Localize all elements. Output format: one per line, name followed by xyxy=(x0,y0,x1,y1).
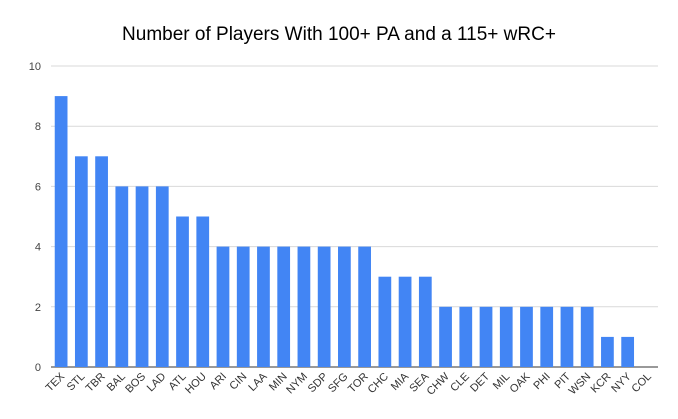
x-tick-label: BAL xyxy=(105,371,128,394)
x-tick-label: CLE xyxy=(448,371,472,395)
x-tick-label: TBR xyxy=(84,371,108,395)
bar-min xyxy=(277,246,291,367)
bar-tor xyxy=(358,246,371,367)
bar-tex xyxy=(54,96,68,367)
bar-laa xyxy=(257,246,270,367)
bar-nyy xyxy=(621,336,635,367)
x-tick-label: DET xyxy=(468,370,492,394)
y-tick-label: 0 xyxy=(35,362,41,374)
x-tick-label: NYM xyxy=(284,371,310,397)
bar-mil xyxy=(499,306,513,367)
bar-cle xyxy=(459,306,473,367)
x-tick-label: LAA xyxy=(246,370,270,394)
x-tick-label: CIN xyxy=(227,371,249,393)
y-tick-label: 10 xyxy=(29,61,41,73)
bar-bos xyxy=(135,186,149,367)
x-tick-label: TOR xyxy=(346,371,371,396)
x-tick-label: SDP xyxy=(306,371,330,395)
bar-bal xyxy=(115,186,129,367)
bars xyxy=(54,96,635,367)
x-tick-label: SFG xyxy=(326,371,350,395)
x-axis-ticks: TEXSTLTBRBALBOSLADATLHOUARICINLAAMINNYMS… xyxy=(44,370,654,398)
bar-wsn xyxy=(580,306,594,367)
y-tick-label: 6 xyxy=(35,181,41,193)
bar-sfg xyxy=(338,246,351,367)
bar-sea xyxy=(418,276,432,367)
bar-phi xyxy=(540,306,554,367)
x-tick-label: STL xyxy=(65,371,88,394)
x-tick-label: NYY xyxy=(609,370,634,395)
bar-chc xyxy=(378,276,392,367)
y-tick-label: 4 xyxy=(35,242,41,254)
bar-stl xyxy=(74,156,88,367)
x-tick-label: BOS xyxy=(123,371,148,396)
gridlines xyxy=(51,65,658,368)
bar-kcr xyxy=(601,336,614,367)
x-tick-label: WSN xyxy=(567,371,594,398)
x-tick-label: OAK xyxy=(508,370,533,395)
bar-cin xyxy=(236,246,250,367)
y-tick-label: 2 xyxy=(35,302,41,314)
bar-oak xyxy=(520,306,533,367)
x-tick-label: HOU xyxy=(183,371,209,397)
x-tick-label: LAD xyxy=(145,371,169,395)
bar-ari xyxy=(216,246,230,367)
bar-sdp xyxy=(317,246,331,367)
x-tick-label: PHI xyxy=(531,371,552,392)
x-tick-label: KCR xyxy=(589,371,614,396)
bar-lad xyxy=(155,186,169,367)
bar-pit xyxy=(560,306,574,367)
y-axis-ticks: 0 2 4 6 8 10 xyxy=(29,61,41,374)
y-tick-label: 8 xyxy=(35,121,41,133)
x-tick-label: CHC xyxy=(366,371,391,396)
x-tick-label: TEX xyxy=(44,370,68,394)
x-tick-label: ARI xyxy=(208,371,229,392)
bar-tbr xyxy=(95,156,108,367)
bar-chw xyxy=(439,306,452,367)
bar-atl xyxy=(176,216,189,367)
chart-title: Number of Players With 100+ PA and a 115… xyxy=(122,24,556,45)
bar-nym xyxy=(297,246,311,367)
x-tick-label: COL xyxy=(630,371,654,395)
bar-hou xyxy=(196,216,210,367)
bar-det xyxy=(479,306,493,367)
x-tick-label: MIA xyxy=(389,370,412,393)
bar-mia xyxy=(398,276,412,367)
x-tick-label: CHW xyxy=(425,370,452,397)
